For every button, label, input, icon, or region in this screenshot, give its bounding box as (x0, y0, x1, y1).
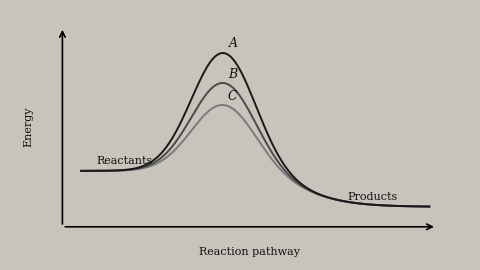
Text: Energy: Energy (24, 107, 34, 147)
Text: Reactants: Reactants (96, 156, 152, 166)
Text: C: C (228, 90, 238, 103)
Text: B: B (228, 68, 237, 81)
Text: A: A (228, 37, 238, 50)
Text: Products: Products (347, 192, 397, 202)
Text: Reaction pathway: Reaction pathway (199, 247, 300, 257)
